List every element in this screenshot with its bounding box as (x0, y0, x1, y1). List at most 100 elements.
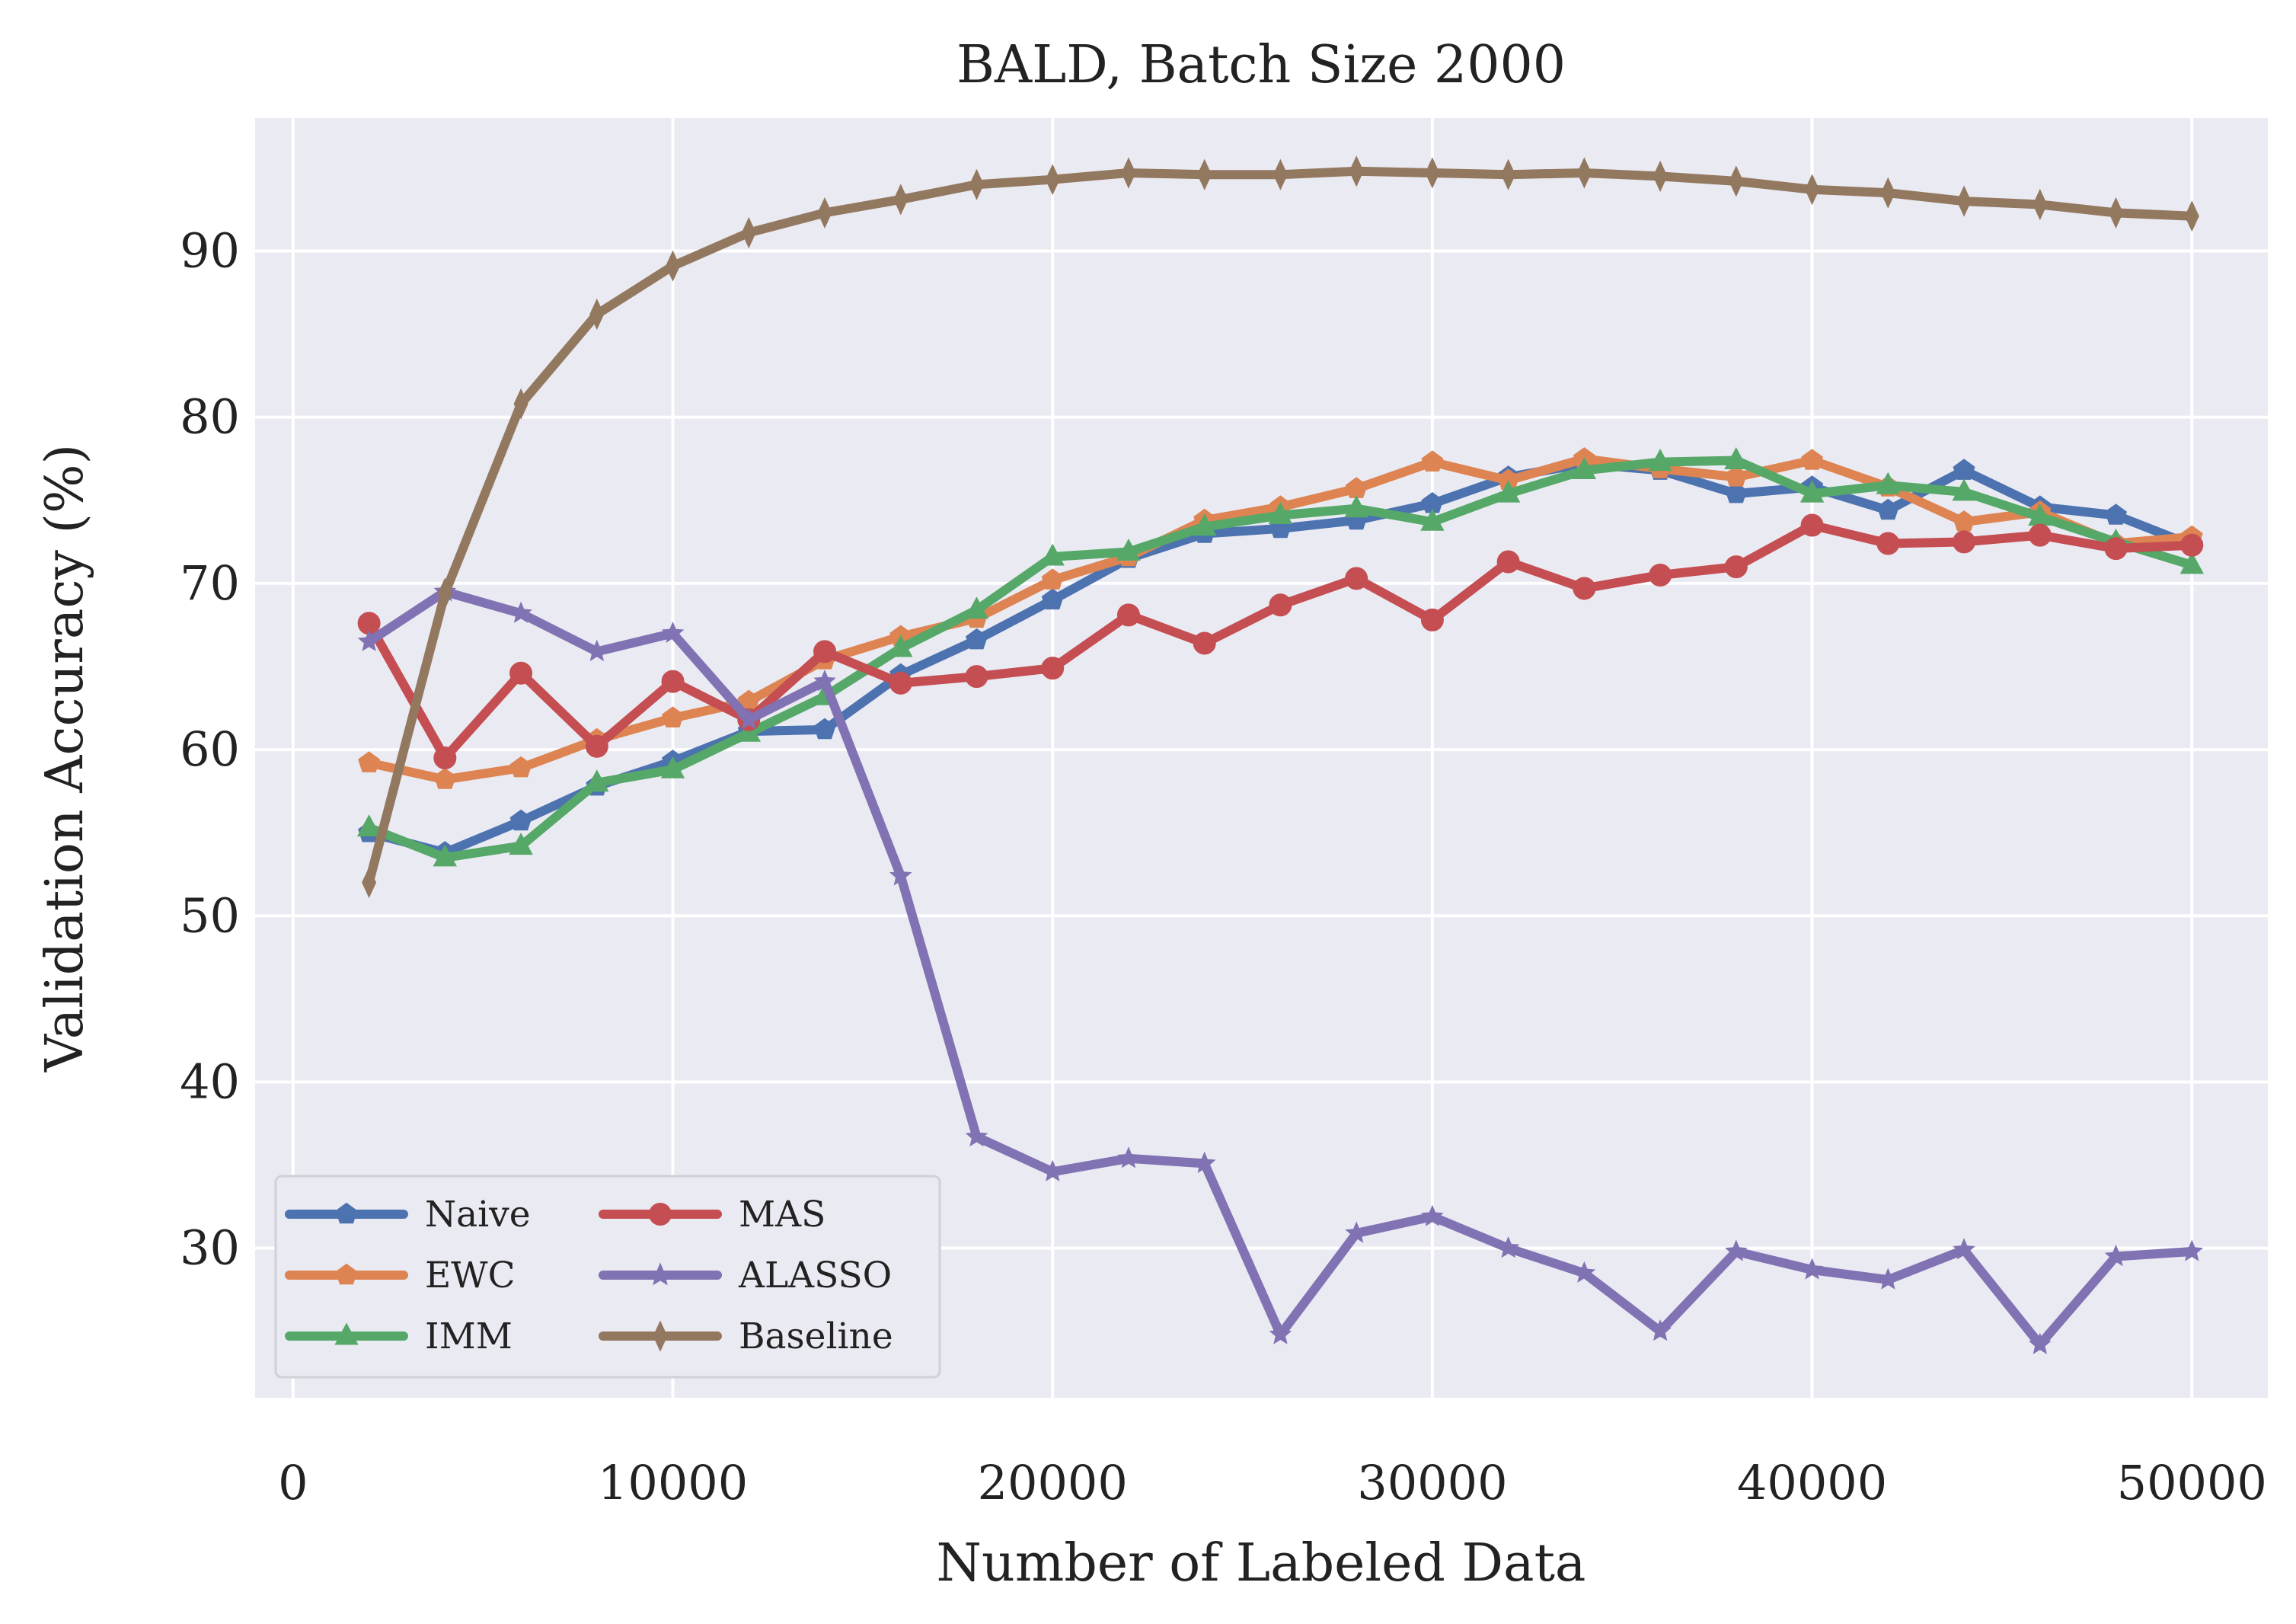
data-point-baseline (1576, 157, 1592, 189)
data-point-imm (585, 769, 609, 792)
data-point-baseline (589, 298, 605, 331)
data-point-imm (2179, 551, 2204, 574)
data-point-alasso (1876, 1268, 1900, 1290)
data-point-mas (1496, 550, 1520, 574)
data-point-mas (1116, 603, 1140, 627)
data-point-alasso (1041, 1159, 1065, 1181)
data-point-alasso (965, 1124, 988, 1147)
data-point-mas (889, 671, 912, 695)
data-point-mas (1649, 564, 1672, 587)
x-tick-label: 40000 (1737, 1455, 1887, 1511)
data-point-mas (433, 746, 457, 769)
data-point-alasso (1496, 1236, 1520, 1258)
data-point-imm (1952, 478, 1976, 501)
y-axis-label: Validation Accuracy (%) (35, 444, 95, 1073)
legend-marker-baseline (653, 1320, 668, 1352)
data-point-imm (1572, 456, 1597, 479)
data-point-naive (2105, 504, 2127, 525)
data-point-baseline (969, 168, 985, 200)
x-tick-label: 10000 (598, 1455, 748, 1511)
data-point-baseline (2108, 197, 2124, 229)
data-point-baseline (437, 577, 452, 609)
data-point-alasso (509, 601, 532, 623)
legend: Naive EWC IMM MAS ALASSO Baseline (274, 1175, 941, 1379)
series-baseline (362, 155, 2199, 899)
x-tick-label: 50000 (2117, 1455, 2267, 1511)
series-mas (357, 513, 2204, 769)
data-point-alasso (813, 669, 836, 692)
legend-label-ewc: EWC (425, 1255, 516, 1296)
y-tick-label: 40 (180, 1053, 240, 1109)
data-point-baseline (741, 216, 756, 249)
data-point-alasso (1649, 1319, 1672, 1341)
legend-marker-alasso (648, 1262, 672, 1286)
data-point-mas (1345, 567, 1368, 590)
data-point-imm (660, 756, 685, 778)
data-point-mas (2180, 533, 2204, 557)
data-point-imm (1344, 495, 1368, 518)
data-point-baseline (817, 197, 832, 229)
data-point-imm (433, 844, 457, 867)
data-point-naive (509, 809, 532, 831)
y-tick-label: 70 (180, 555, 240, 611)
x-tick-label: 30000 (1357, 1455, 1507, 1511)
data-point-baseline (1045, 164, 1060, 196)
data-point-mas (2028, 523, 2052, 547)
data-point-mas (2104, 537, 2128, 561)
x-tick-labels: 0 10000 20000 30000 40000 50000 (278, 1455, 2267, 1511)
series-imm (356, 446, 2204, 867)
data-point-imm (356, 814, 382, 837)
data-point-baseline (362, 867, 377, 899)
data-point-imm (1799, 480, 1825, 503)
data-point-ewc (1041, 568, 1064, 590)
data-point-imm (1496, 480, 1521, 503)
data-point-alasso (1421, 1204, 1444, 1226)
legend-label-alasso: ALASSO (738, 1255, 892, 1296)
data-point-imm (509, 833, 533, 855)
data-point-baseline (893, 184, 909, 216)
data-point-naive (966, 628, 988, 650)
chart-title: BALD, Batch Size 2000 (956, 35, 1566, 95)
data-point-imm (1193, 513, 1217, 536)
legend-marker-imm (334, 1322, 359, 1345)
data-point-imm (736, 719, 761, 742)
data-point-imm (1040, 543, 1065, 566)
data-point-baseline (1880, 177, 1895, 209)
data-point-ewc (433, 768, 456, 789)
data-point-baseline (1956, 185, 1972, 217)
data-point-baseline (2033, 188, 2048, 221)
data-point-baseline (665, 250, 681, 282)
data-point-alasso (357, 629, 381, 651)
legend-marker-ewc (335, 1263, 358, 1285)
data-point-baseline (1273, 158, 1288, 190)
x-tick-label: 20000 (978, 1455, 1128, 1511)
data-point-ewc (509, 756, 532, 778)
data-point-naive (1876, 498, 1899, 520)
data-point-alasso (2028, 1332, 2052, 1354)
data-point-ewc (1801, 449, 1824, 470)
data-point-baseline (1349, 155, 1364, 187)
data-point-alasso (1800, 1258, 1824, 1280)
data-point-imm (1648, 449, 1672, 472)
legend-label-imm: IMM (425, 1316, 513, 1357)
data-point-mas (1953, 530, 1976, 554)
y-tick-labels: 30 40 50 60 70 80 90 (180, 223, 240, 1276)
data-point-imm (889, 635, 913, 657)
y-tick-label: 50 (180, 887, 240, 943)
legend-label-naive: Naive (425, 1194, 531, 1236)
data-point-alasso (1573, 1261, 1596, 1284)
data-point-alasso (737, 708, 761, 730)
data-point-mas (965, 665, 988, 689)
data-point-baseline (1729, 165, 1744, 197)
data-point-baseline (2184, 200, 2199, 232)
legend-label-baseline: Baseline (739, 1316, 893, 1357)
data-point-naive (813, 718, 836, 740)
data-point-mas (1876, 532, 1900, 555)
data-point-baseline (1501, 158, 1516, 190)
y-tick-label: 30 (180, 1220, 240, 1276)
data-point-mas (1420, 608, 1444, 631)
x-axis-label: Number of Labeled Data (937, 1533, 1586, 1594)
data-point-imm (1116, 538, 1141, 561)
data-point-alasso (1725, 1239, 1748, 1261)
